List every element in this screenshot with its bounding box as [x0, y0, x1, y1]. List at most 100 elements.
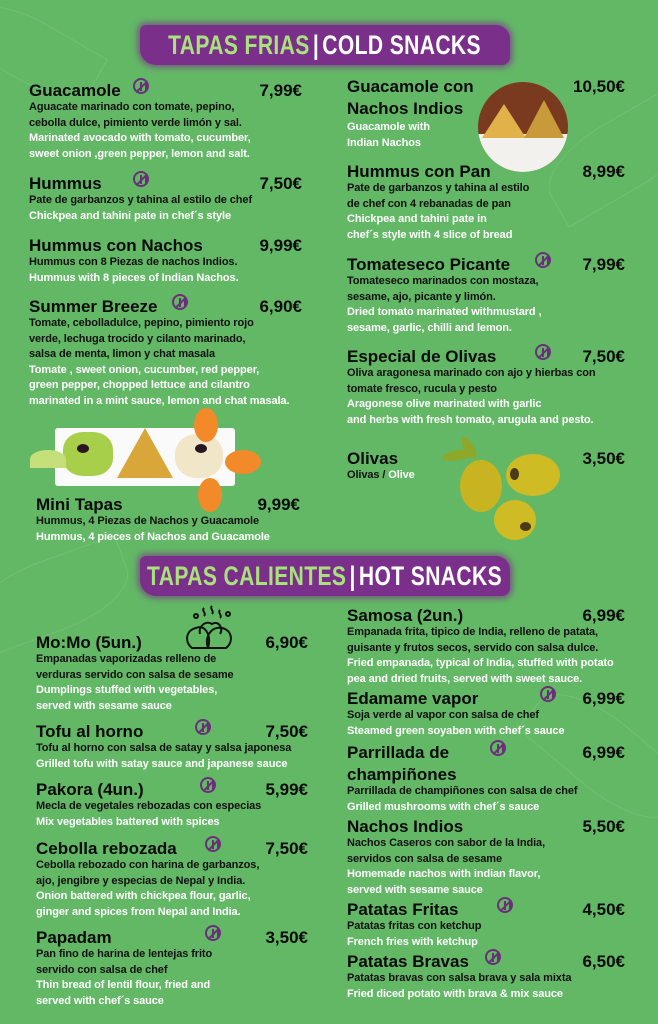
item-description-en: Tomate , sweet onion, cucumber, red pepp…	[29, 363, 290, 407]
hummus-bowl	[175, 434, 223, 478]
item-name: Guacamole con Nachos Indios	[347, 77, 474, 118]
menu-item: Especial de Olivas 7,50€ Oliva aragonesa m…	[347, 344, 629, 428]
item-name: Nachos Indios	[347, 817, 464, 836]
menu-item: Mini Tapas 9,99€ Hummus, 4 Piezas de Nacho…	[36, 494, 329, 545]
banner-title-es: TAPAS FRIAS	[168, 29, 311, 60]
menu-item: Guacamole 7,99€ Aguacate marinado con toma…	[29, 78, 329, 162]
banner-title-es: TAPAS CALIENTES	[147, 560, 347, 591]
menu-item: Parrillada de champiñones 6,99€ Parrillada…	[347, 740, 629, 815]
item-price: 6,90€	[265, 633, 308, 652]
item-price: 10,50€	[573, 77, 625, 96]
gluten-free-icon	[205, 925, 221, 941]
gluten-free-icon	[195, 719, 211, 735]
item-description-en: Chickpea and tahini pate in chef´s style…	[347, 213, 513, 241]
item-description-en: Chickpea and tahini pate in chef´s style	[29, 209, 231, 222]
item-price: 9,99€	[259, 236, 302, 255]
item-description-en: Fried diced potato with brava & mix sauc…	[347, 987, 563, 1000]
item-description-es: Hummus con 8 Piezas de nachos Indios.	[29, 256, 238, 268]
menu-item: Samosa (2un.) 6,99€ Empanada frita, tipico…	[347, 605, 629, 687]
menu-item: Papadam 3,50€ Pan fino de harina de lentej…	[36, 925, 329, 1009]
item-description-en: Thin bread of lentil flour, fried and se…	[36, 979, 211, 1007]
item-name: Edamame vapor	[347, 689, 479, 708]
item-name: Especial de Olivas	[347, 347, 497, 366]
menu-item: Pakora (4un.) 5,99€ Mecla de vegetales reb…	[36, 777, 329, 830]
menu-item: Tomateseco Picante 7,99€ Tomateseco marina…	[347, 252, 629, 336]
item-price: 5,99€	[265, 780, 308, 799]
item-description-es: Empanadas vaporizadas relleno de verdura…	[36, 653, 234, 681]
item-name: Mini Tapas	[36, 495, 123, 514]
item-description-en: Aragonese olive marinated with garlic an…	[347, 398, 594, 426]
menu-item: Hummus con Pan 8,99€ Pate de garbanzos y t…	[347, 161, 629, 243]
item-name: Papadam	[36, 928, 112, 947]
gluten-free-icon	[535, 252, 551, 268]
item-price: 7,50€	[265, 839, 308, 858]
item-description-es: Olivas	[347, 469, 380, 481]
item-name: Parrillada de champiñones	[347, 743, 457, 784]
banner-title-en: HOT SNACKS	[359, 560, 503, 591]
item-description-es: Pate de garbanzos y tahina al estilo de …	[29, 194, 253, 206]
gluten-free-icon	[172, 294, 188, 310]
menu-item: Patatas Fritas 4,50€ Patatas fritas con ke…	[347, 897, 629, 950]
carrot-slice	[225, 450, 261, 474]
olive	[494, 500, 536, 540]
item-description-en: Olive	[388, 469, 415, 481]
item-description-en: Grilled mushrooms with chef´s sauce	[347, 800, 540, 813]
item-description-es: Pan fino de harina de lentejas frito ser…	[36, 948, 213, 976]
section-banner-hot: TAPAS CALIENTES | HOT SNACKS	[140, 556, 510, 596]
item-description-en: Grilled tofu with satay sauce and japane…	[36, 757, 288, 770]
dumplings-icon	[186, 605, 232, 649]
menu-item: Cebolla rebozada 7,50€ Cebolla rebozado co…	[36, 836, 329, 920]
menu-item: Nachos Indios 5,50€ Nachos Caseros con sab…	[347, 816, 629, 898]
olive	[195, 444, 207, 453]
nachos	[482, 104, 526, 138]
item-name: Hummus	[29, 174, 102, 193]
gluten-free-icon	[133, 78, 149, 94]
item-description-es: Pate de garbanzos y tahina al estilo de …	[347, 182, 530, 210]
gluten-free-icon	[485, 949, 501, 965]
guacamole-nachos-photo	[478, 82, 568, 172]
guacamole-bowl	[63, 432, 113, 476]
item-description-en: French fries with ketchup	[347, 935, 478, 948]
item-description-es: Tofu al horno con salsa de satay y salsa…	[36, 742, 292, 754]
item-description-en: Marinated avocado with tomato, cucumber,…	[29, 132, 251, 160]
item-description-es: Hummus, 4 Piezas de Nachos y Guacamole	[36, 515, 260, 527]
item-name: Cebolla rebozada	[36, 839, 177, 858]
olive	[77, 444, 89, 453]
carrot-slice	[198, 478, 222, 512]
item-price: 7,50€	[582, 347, 625, 366]
item-name: Summer Breeze	[29, 297, 158, 316]
gluten-free-icon	[200, 777, 216, 793]
item-description-es: Parrillada de champiñones con salsa de c…	[347, 785, 578, 797]
item-price: 6,99€	[582, 689, 625, 708]
item-description-es: Tomateseco marinados con mostaza, sesame…	[347, 275, 539, 303]
item-name: Guacamole	[29, 81, 121, 100]
napkin	[478, 134, 568, 172]
menu-item: Olivas 3,50€ Olivas / Olive	[347, 448, 629, 484]
menu-item: Tofu al horno 7,50€ Tofu al horno con sals…	[36, 719, 329, 772]
menu-item: Mo:Mo (5un.) 6,90€ Empanadas vaporizadas r…	[36, 632, 329, 714]
menu-item: Hummus 7,50€ Pate de garbanzos y tahina al…	[29, 171, 329, 224]
menu-item: Summer Breeze 6,90€ Tomate, cebolladulce, …	[29, 294, 329, 409]
item-price: 6,90€	[259, 297, 302, 316]
item-price: 7,50€	[259, 174, 302, 193]
section-banner-cold: TAPAS FRIAS | COLD SNACKS	[140, 25, 510, 65]
item-description-es: Nachos Caseros con sabor de la India, se…	[347, 837, 546, 865]
item-name: Tofu al horno	[36, 722, 144, 741]
item-name: Mo:Mo (5un.)	[36, 633, 142, 652]
slash-separator: /	[379, 469, 389, 481]
item-name: Patatas Fritas	[347, 900, 459, 919]
menu-item: Patatas Bravas 6,50€ Patatas bravas con sa…	[347, 949, 629, 1002]
item-price: 3,50€	[265, 928, 308, 947]
gluten-free-icon	[133, 171, 149, 187]
item-name: Patatas Bravas	[347, 952, 469, 971]
banner-separator: |	[313, 29, 320, 60]
menu-item: Guacamole con Nachos Indios 10,50€ Guacamo…	[347, 76, 629, 151]
item-description-en: Steamed green soyaben with chef´s sauce	[347, 724, 565, 737]
gluten-free-icon	[205, 836, 221, 852]
item-price: 3,50€	[582, 449, 625, 468]
nachos	[117, 428, 173, 478]
nachos	[524, 100, 564, 138]
banner-title-en: COLD SNACKS	[322, 29, 482, 60]
item-description-es: Mecla de vegetales rebozadas con especia…	[36, 800, 262, 812]
gluten-free-icon	[535, 344, 551, 360]
